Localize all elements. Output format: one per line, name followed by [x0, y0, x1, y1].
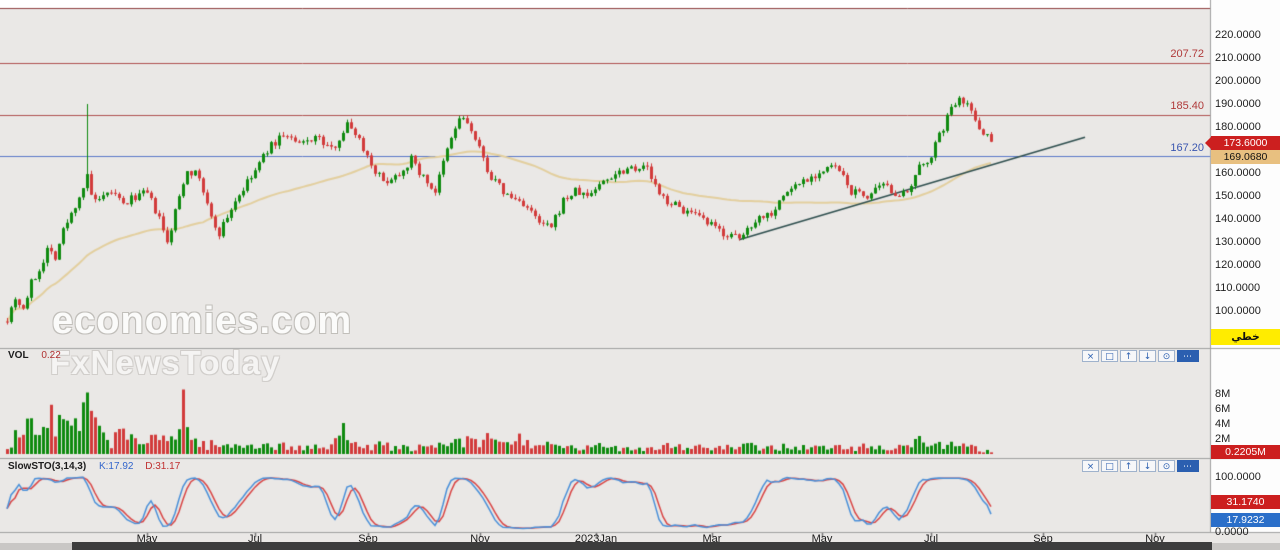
restore-icon[interactable]: □ — [1101, 460, 1118, 472]
sto-panel-label: SlowSTO(3,14,3) — [8, 461, 87, 472]
move-up-icon[interactable]: ↑ — [1120, 350, 1137, 362]
move-down-icon[interactable]: ↓ — [1139, 460, 1156, 472]
scale-type-badge[interactable]: خطي — [1211, 329, 1280, 345]
price-tick-label: 130.0000 — [1215, 236, 1261, 248]
volume-tick-label: 2M — [1215, 433, 1231, 445]
price-tick-label: 200.0000 — [1215, 75, 1261, 87]
price-tick-label: 190.0000 — [1215, 98, 1261, 110]
more-icon[interactable]: ⋯ — [1177, 350, 1199, 362]
settings-icon[interactable]: ⊙ — [1158, 350, 1175, 362]
sto-panel-header: SlowSTO(3,14,3) K:17.92 D:31.17 — [8, 461, 189, 472]
price-tick-label: 210.0000 — [1215, 52, 1261, 64]
volume-tick-label: 6M — [1215, 403, 1231, 415]
restore-icon[interactable]: □ — [1101, 350, 1118, 362]
volume-panel-toolbar: × □ ↑ ↓ ⊙ ⋯ — [1082, 350, 1199, 362]
move-down-icon[interactable]: ↓ — [1139, 350, 1156, 362]
level-label-167-20: 167.20 — [1170, 142, 1204, 154]
sto-tick-label: 0.0000 — [1215, 526, 1249, 538]
level-label-207-72: 207.72 — [1170, 48, 1204, 60]
price-tick-label: 140.0000 — [1215, 213, 1261, 225]
volume-tick-label: 4M — [1215, 418, 1231, 430]
sto-tick-label: 100.0000 — [1215, 471, 1261, 483]
price-tick-label: 110.0000 — [1215, 282, 1261, 294]
volume-panel-label: VOL — [8, 350, 29, 361]
volume-value-badge: 0.2205M — [1211, 445, 1280, 459]
close-icon[interactable]: × — [1082, 350, 1099, 362]
sto-k-badge: 17.9232 — [1211, 513, 1280, 527]
price-tick-label: 100.0000 — [1215, 305, 1261, 317]
move-up-icon[interactable]: ↑ — [1120, 460, 1137, 472]
sto-d-badge: 31.1740 — [1211, 495, 1280, 509]
price-tick-label: 150.0000 — [1215, 190, 1261, 202]
price-tick-label: 220.0000 — [1215, 29, 1261, 41]
price-tick-label: 180.0000 — [1215, 121, 1261, 133]
scrollbar-thumb[interactable] — [72, 542, 1212, 550]
sto-k-value: K:17.92 — [98, 461, 134, 472]
volume-tick-label: 8M — [1215, 388, 1231, 400]
price-tick-label: 160.0000 — [1215, 167, 1261, 179]
more-icon[interactable]: ⋯ — [1177, 460, 1199, 472]
level-label-185-40: 185.40 — [1170, 100, 1204, 112]
volume-panel-value: 0.22 — [41, 350, 61, 361]
sto-panel-toolbar: × □ ↑ ↓ ⊙ ⋯ — [1082, 460, 1199, 472]
settings-icon[interactable]: ⊙ — [1158, 460, 1175, 472]
ma-value-badge: 169.0680 — [1211, 150, 1280, 164]
last-price-badge: 173.6000 — [1205, 136, 1280, 150]
close-icon[interactable]: × — [1082, 460, 1099, 472]
volume-panel-header: VOL 0.22 — [8, 350, 70, 361]
price-tick-label: 120.0000 — [1215, 259, 1261, 271]
sto-d-value: D:31.17 — [145, 461, 181, 472]
scrollbar-track[interactable] — [0, 542, 1280, 550]
